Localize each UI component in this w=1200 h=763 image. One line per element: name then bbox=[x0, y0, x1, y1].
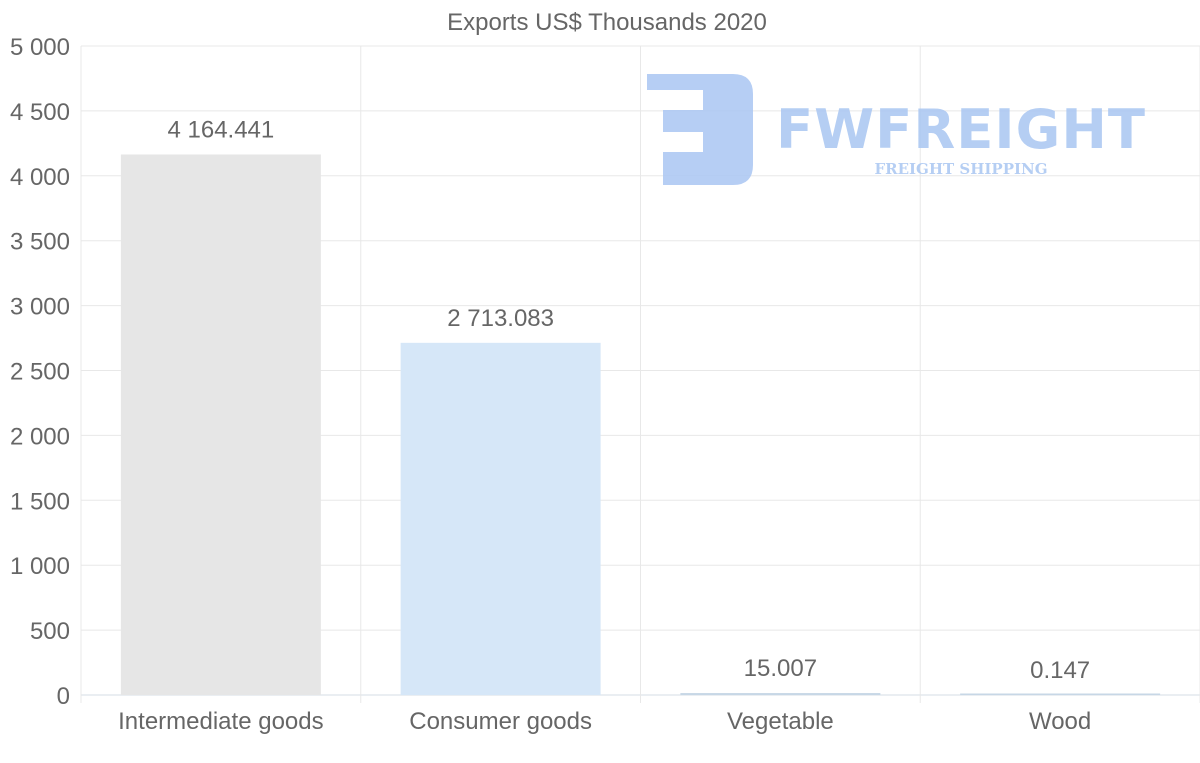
data-label: 2 713.083 bbox=[447, 305, 554, 332]
watermark-logo: FWFREIGHT FREIGHT SHIPPING bbox=[647, 74, 1146, 185]
y-tick-label: 5 000 bbox=[10, 34, 70, 61]
y-tick-label: 3 500 bbox=[10, 229, 70, 256]
logo-mark-icon bbox=[647, 74, 753, 185]
y-tick-label: 4 500 bbox=[10, 99, 70, 126]
y-axis: 0 500 1 000 1 500 2 000 2 500 3 000 3 500 4 000 4… bbox=[10, 34, 70, 710]
y-tick-label: 0 bbox=[57, 683, 70, 710]
chart-title: Exports US$ Thousands 2020 bbox=[447, 9, 767, 36]
logo-brand: FWFREIGHT bbox=[776, 98, 1146, 161]
x-tick-label: Intermediate goods bbox=[118, 708, 323, 735]
y-tick-label: 4 000 bbox=[10, 164, 70, 191]
bar bbox=[960, 693, 1161, 695]
y-tick-label: 500 bbox=[30, 618, 70, 645]
data-label: 15.007 bbox=[744, 655, 817, 682]
y-tick-label: 2 500 bbox=[10, 359, 70, 386]
bars: 4 164.441 2 713.083 15.007 0.147 bbox=[120, 116, 1161, 695]
y-tick-label: 1 500 bbox=[10, 488, 70, 515]
logo-tagline: FREIGHT SHIPPING bbox=[874, 160, 1047, 178]
bar bbox=[680, 693, 881, 695]
bar bbox=[400, 342, 601, 695]
x-tick-label: Wood bbox=[1029, 708, 1091, 735]
y-tick-label: 3 000 bbox=[10, 294, 70, 321]
x-tick-label: Consumer goods bbox=[409, 708, 592, 735]
x-axis: Intermediate goods Consumer goods Vegetabl… bbox=[118, 708, 1091, 735]
x-tick-label: Vegetable bbox=[727, 708, 834, 735]
data-label: 4 164.441 bbox=[167, 116, 274, 143]
bar bbox=[120, 154, 321, 695]
y-tick-label: 1 000 bbox=[10, 553, 70, 580]
data-label: 0.147 bbox=[1030, 657, 1090, 684]
y-tick-label: 2 000 bbox=[10, 423, 70, 450]
